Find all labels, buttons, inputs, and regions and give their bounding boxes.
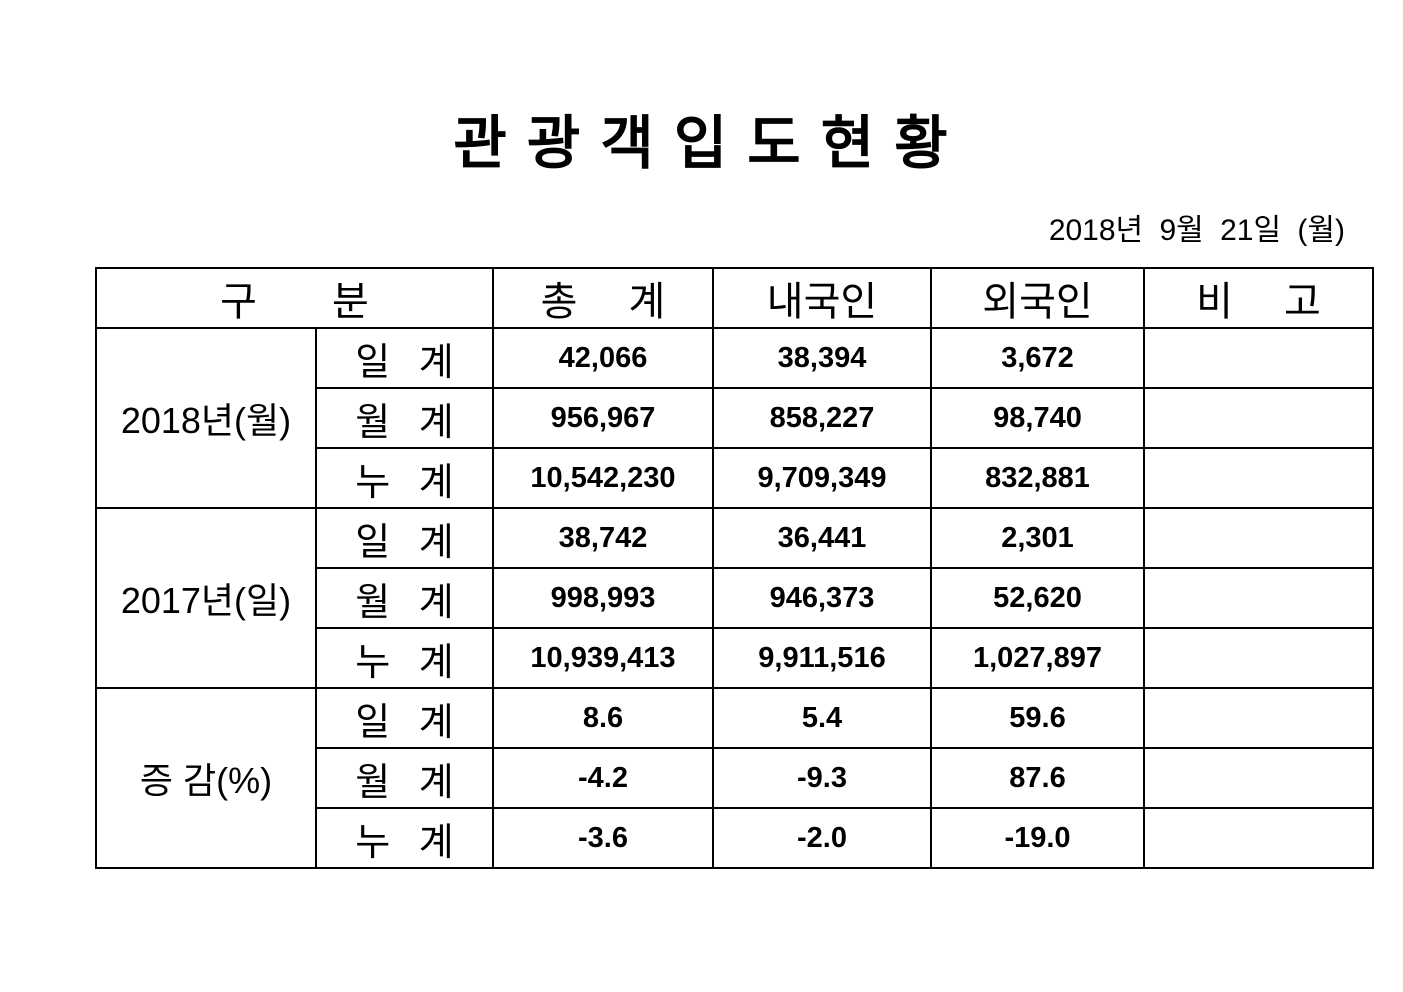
value-total: 10,542,230 (492, 447, 714, 509)
year-group-label-change: 증 감(%) (95, 687, 317, 869)
row-label-cumulative: 누 계 (315, 627, 494, 689)
row-label-daily: 일 계 (315, 507, 494, 569)
table-row: 월 계 -4.2 -9.3 87.6 (96, 747, 1374, 809)
table-row: 2018년(월) 일 계 42,066 38,394 3,672 (95, 327, 1374, 509)
row-label-monthly: 월 계 (315, 567, 494, 629)
value-total: -4.2 (492, 747, 714, 809)
remarks-cell (1143, 327, 1374, 389)
value-domestic: 5.4 (712, 687, 932, 749)
col-header-remarks: 비 고 (1143, 267, 1374, 329)
value-domestic: -9.3 (712, 747, 932, 809)
value-domestic: -2.0 (712, 807, 932, 869)
value-domestic: 9,911,516 (712, 627, 932, 689)
value-foreign: 2,301 (930, 507, 1145, 569)
value-domestic: 9,709,349 (712, 447, 932, 509)
value-total: 956,967 (492, 387, 714, 449)
col-header-category: 구 분 (95, 267, 494, 329)
value-total: 42,066 (492, 327, 714, 389)
table-row: 월 계 956,967 858,227 98,740 (96, 387, 1374, 449)
value-foreign: 59.6 (930, 687, 1145, 749)
value-domestic: 38,394 (712, 327, 932, 389)
table-row: 누 계 10,542,230 9,709,349 832,881 (96, 447, 1374, 509)
remarks-cell (1143, 627, 1374, 689)
remarks-cell (1143, 687, 1374, 749)
value-foreign: 3,672 (930, 327, 1145, 389)
table-row: 누 계 10,939,413 9,911,516 1,027,897 (96, 627, 1374, 689)
value-total: 8.6 (492, 687, 714, 749)
value-foreign: 1,027,897 (930, 627, 1145, 689)
table-row: 증 감(%) 일 계 8.6 5.4 59.6 (95, 687, 1374, 869)
remarks-cell (1143, 447, 1374, 509)
value-total: 998,993 (492, 567, 714, 629)
value-foreign: 87.6 (930, 747, 1145, 809)
value-domestic: 36,441 (712, 507, 932, 569)
col-header-foreign: 외국인 (930, 267, 1145, 329)
year-group-label-2018: 2018년(월) (95, 327, 317, 509)
tourist-arrivals-table: 구 분 총 계 내국인 외국인 비 고 2018년(월) 일 계 42,066 … (95, 267, 1374, 869)
row-label-daily: 일 계 (315, 327, 494, 389)
remarks-cell (1143, 567, 1374, 629)
document-date: 2018년 9월 21일 (월) (1048, 214, 1345, 247)
table-row: 누 계 -3.6 -2.0 -19.0 (96, 807, 1374, 869)
row-label-cumulative: 누 계 (315, 447, 494, 509)
value-foreign: 832,881 (930, 447, 1145, 509)
value-total: -3.6 (492, 807, 714, 869)
table-row: 월 계 998,993 946,373 52,620 (96, 567, 1374, 629)
row-label-daily: 일 계 (315, 687, 494, 749)
value-foreign: 52,620 (930, 567, 1145, 629)
col-header-domestic: 내국인 (712, 267, 932, 329)
document-title: 관 광 객 입 도 현 황 (453, 111, 950, 176)
row-label-monthly: 월 계 (315, 387, 494, 449)
value-total: 10,939,413 (492, 627, 714, 689)
value-domestic: 858,227 (712, 387, 932, 449)
year-group-label-2017: 2017년(일) (95, 507, 317, 689)
table-header-row: 구 분 총 계 내국인 외국인 비 고 (95, 267, 1374, 329)
value-foreign: -19.0 (930, 807, 1145, 869)
value-foreign: 98,740 (930, 387, 1145, 449)
remarks-cell (1143, 747, 1374, 809)
remarks-cell (1143, 807, 1374, 869)
row-label-cumulative: 누 계 (315, 807, 494, 869)
remarks-cell (1143, 387, 1374, 449)
col-header-total: 총 계 (492, 267, 714, 329)
table-row: 2017년(일) 일 계 38,742 36,441 2,301 (95, 507, 1374, 689)
row-label-monthly: 월 계 (315, 747, 494, 809)
value-domestic: 946,373 (712, 567, 932, 629)
remarks-cell (1143, 507, 1374, 569)
value-total: 38,742 (492, 507, 714, 569)
